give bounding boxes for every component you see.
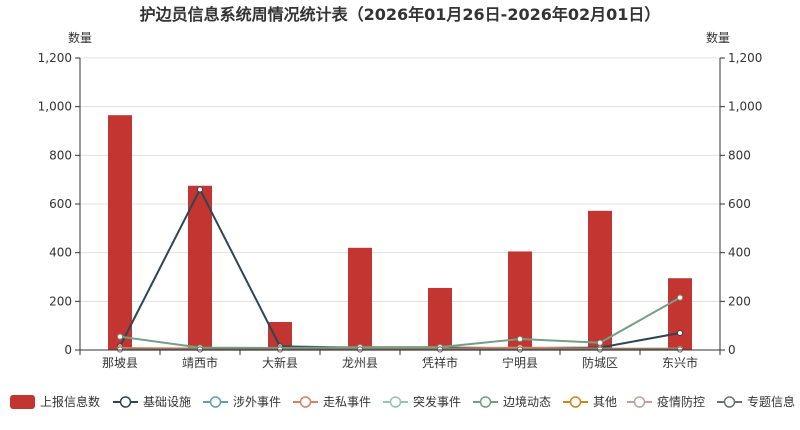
- legend-swatch: [299, 396, 312, 408]
- legend-item[interactable]: 其他: [563, 395, 617, 409]
- y-tick-label-left: 400: [49, 246, 72, 260]
- legend-swatch: [209, 396, 222, 408]
- x-tick-label: 防城区: [582, 355, 618, 370]
- legend-swatch: [723, 396, 736, 408]
- legend-swatch: [633, 396, 646, 408]
- x-tick-label: 靖西市: [182, 355, 218, 370]
- bar[interactable]: [348, 247, 372, 350]
- bar[interactable]: [428, 287, 452, 350]
- legend-swatch: [10, 395, 35, 409]
- legend[interactable]: 上报信息数 基础设施 涉外事件 走私事件 突发事件 边境动态 其他 疫情防控 专题信息: [10, 394, 795, 409]
- y-tick-label-right: 1,200: [728, 51, 762, 65]
- legend-swatch: [479, 396, 492, 408]
- data-point[interactable]: [197, 186, 203, 193]
- bar-series: [108, 115, 692, 350]
- legend-item[interactable]: 基础设施: [113, 395, 191, 409]
- legend-item[interactable]: 突发事件: [383, 394, 461, 409]
- bar[interactable]: [668, 278, 692, 350]
- y-tick-label-left: 200: [49, 294, 72, 308]
- y-tick-label-left: 800: [49, 148, 72, 162]
- y-tick-label-left: 1,200: [38, 51, 72, 65]
- data-point[interactable]: [677, 329, 683, 336]
- legend-item[interactable]: 走私事件: [293, 395, 371, 409]
- x-tick-label: 龙州县: [342, 356, 378, 370]
- data-point[interactable]: [597, 339, 603, 346]
- y-tick-label-right: 200: [728, 294, 751, 308]
- bar[interactable]: [588, 210, 612, 350]
- legend-label: 其他: [593, 395, 617, 409]
- x-tick-label: 那坡县: [102, 356, 138, 370]
- legend-label: 边境动态: [503, 394, 551, 409]
- y-tick-label-left: 0: [64, 343, 72, 357]
- legend-item[interactable]: 上报信息数: [10, 394, 100, 409]
- axes: 0 0 200 200 400 400 600 600 800 800 1,000 1,000 1,20…: [38, 51, 763, 370]
- series-line: [119, 296, 681, 350]
- legend-label: 基础设施: [143, 395, 191, 409]
- y-tick-label-left: 600: [49, 197, 72, 211]
- y-tick-label-right: 600: [728, 197, 751, 211]
- legend-swatch: [389, 396, 402, 408]
- y-tick-label-left: 1,000: [38, 100, 72, 114]
- legend-item[interactable]: 专题信息: [717, 394, 795, 409]
- x-tick-label: 凭祥市: [422, 355, 458, 370]
- legend-label: 疫情防控: [657, 394, 705, 409]
- legend-label: 专题信息: [747, 394, 795, 409]
- data-point[interactable]: [117, 333, 123, 340]
- legend-label: 突发事件: [413, 394, 461, 409]
- legend-item[interactable]: 涉外事件: [203, 395, 281, 409]
- legend-swatch: [119, 396, 132, 408]
- y-axis-left-label: 数量: [68, 30, 92, 45]
- data-point[interactable]: [517, 336, 523, 343]
- legend-label: 上报信息数: [40, 394, 100, 409]
- legend-item[interactable]: 边境动态: [473, 394, 551, 409]
- x-tick-label: 宁明县: [502, 355, 538, 370]
- bar[interactable]: [108, 115, 132, 350]
- y-tick-label-right: 1,000: [728, 100, 762, 114]
- y-tick-label-right: 800: [728, 148, 751, 162]
- bar[interactable]: [508, 251, 532, 350]
- data-point[interactable]: [677, 294, 683, 301]
- chart-title: 护边员信息系统周情况统计表（2026年01月26日-2026年02月01日）: [140, 5, 661, 24]
- legend-swatch: [569, 396, 582, 408]
- bar[interactable]: [188, 185, 212, 350]
- legend-label: 走私事件: [323, 395, 371, 409]
- x-tick-label: 东兴市: [662, 355, 698, 370]
- y-tick-label-right: 0: [728, 343, 736, 357]
- y-axis-right-label: 数量: [706, 30, 730, 45]
- x-tick-label: 大新县: [262, 355, 298, 370]
- y-tick-label-right: 400: [728, 246, 751, 260]
- legend-item[interactable]: 疫情防控: [627, 394, 705, 409]
- legend-label: 涉外事件: [233, 395, 281, 409]
- grid-lines: [80, 57, 720, 302]
